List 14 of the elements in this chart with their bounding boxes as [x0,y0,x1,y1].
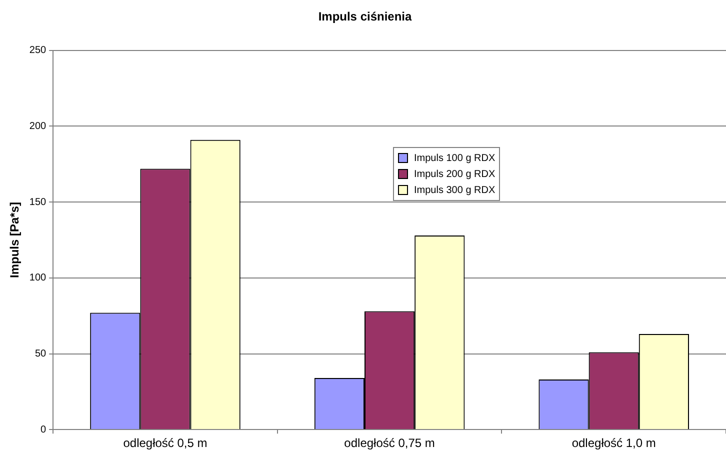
y-tick-label: 0 [40,424,47,436]
legend-label: Impuls 200 g RDX [414,168,496,180]
chart-title: Impuls ciśnienia [318,10,412,24]
y-tick-label: 100 [29,272,47,284]
legend-label: Impuls 300 g RDX [414,184,496,196]
y-tick-label: 150 [29,196,47,208]
y-tick-label: 200 [29,120,47,132]
x-tick-label: odległość 0,5 m [123,436,208,450]
legend-label: Impuls 100 g RDX [414,152,496,164]
x-tick-label: odległość 1,0 m [572,436,656,450]
x-tick-label: odległość 0,75 m [344,436,435,450]
y-tick-label: 250 [29,45,47,56]
y-tick-label: 50 [34,348,47,360]
y-axis-title: Impuls [Pa*s] [8,202,22,278]
